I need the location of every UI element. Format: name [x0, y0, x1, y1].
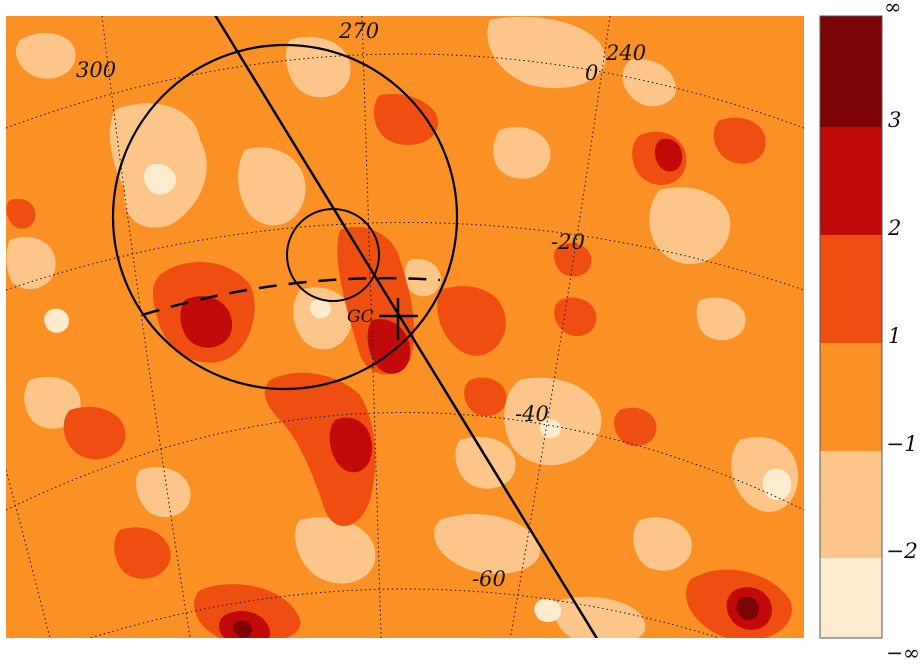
colorbar-band-lowest — [820, 558, 882, 638]
colorbar-label-minus-infinity: −∞ — [886, 641, 920, 665]
outer-circle — [111, 43, 459, 391]
latitude-label-minus-60: -60 — [472, 567, 506, 591]
longitude-graticule — [6, 16, 611, 638]
dashed-curve — [141, 276, 441, 317]
colorbar-label-plus-infinity: ∞ — [884, 0, 902, 19]
colorbar-band-mid — [820, 343, 882, 451]
latitude-label-minus-40: -40 — [515, 402, 549, 426]
colorbar-band-high — [820, 235, 882, 343]
colorbar: ∞ 3 2 1 −1 −2 −∞ — [819, 0, 920, 665]
colorbar-label-1: 1 — [888, 324, 901, 348]
colorbar-frame — [819, 15, 883, 639]
colorbar-label-2: 2 — [887, 216, 901, 240]
longitude-label-270: 270 — [338, 19, 379, 43]
colorbar-band-higher — [820, 127, 882, 235]
galactic-center-marker — [379, 298, 418, 340]
colorbar-band-highest — [820, 16, 882, 127]
colorbar-label-minus-2: −2 — [886, 539, 918, 563]
colorbar-label-minus-1: −1 — [886, 432, 918, 456]
latitude-label-minus-20: -20 — [551, 230, 585, 254]
longitude-label-0: 0 — [585, 61, 598, 85]
diagonal-line — [214, 16, 599, 638]
gc-label: GC — [347, 307, 374, 327]
lowest-significance-regions — [44, 163, 792, 623]
colorbar-label-3: 3 — [888, 108, 901, 132]
longitude-label-300: 300 — [76, 58, 116, 82]
highest-significance-regions — [233, 596, 760, 638]
latitude-graticule — [6, 53, 804, 638]
map-panel: 300 270 240 0 -20 -40 -60 GC — [6, 16, 804, 638]
longitude-label-240: 240 — [605, 41, 646, 65]
colorbar-band-low — [820, 451, 882, 558]
higher-significance-regions — [180, 138, 772, 638]
